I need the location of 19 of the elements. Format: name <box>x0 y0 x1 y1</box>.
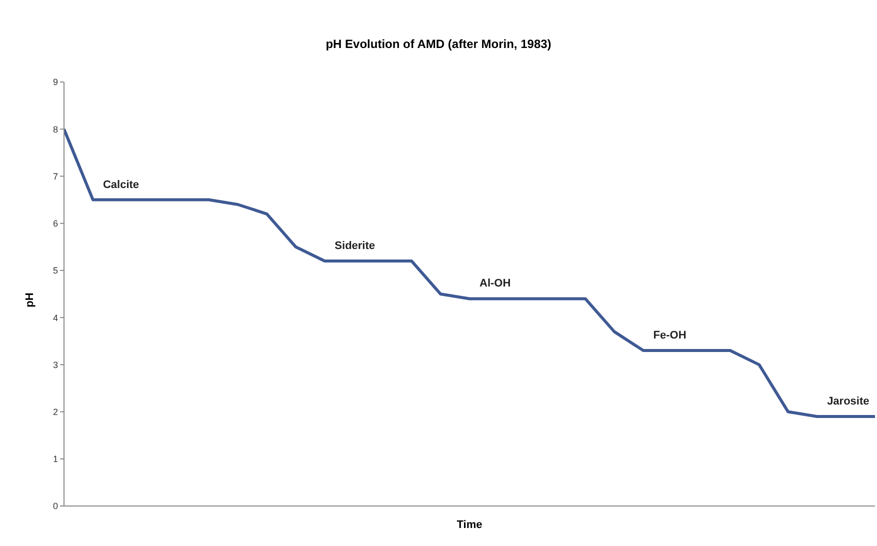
annotation: Siderite <box>334 240 376 252</box>
y-tick-label: 4 <box>52 312 58 323</box>
y-tick-label: 9 <box>52 77 58 88</box>
y-tick-label: 5 <box>52 266 58 276</box>
y-tick-label: 6 <box>52 218 58 229</box>
chart-title: pH Evolution of AMD (after Morin, 1983) <box>324 37 552 51</box>
y-tick-label: 8 <box>52 124 58 134</box>
y-tick-label: 7 <box>52 171 58 182</box>
y-axis-title: pH <box>24 292 36 310</box>
y-tick-label: 0 <box>52 501 58 512</box>
y-tick-label: 2 <box>52 406 58 417</box>
y-tick-label: 1 <box>52 454 58 464</box>
x-axis-title: Time <box>456 519 484 531</box>
annotation: Calcite <box>102 178 140 191</box>
line-series <box>64 128 875 418</box>
y-tick-label: 3 <box>52 360 58 370</box>
annotation: Jarosite <box>827 395 870 408</box>
annotation: Al-OH <box>480 278 511 290</box>
annotation: Fe-OH <box>653 330 686 342</box>
